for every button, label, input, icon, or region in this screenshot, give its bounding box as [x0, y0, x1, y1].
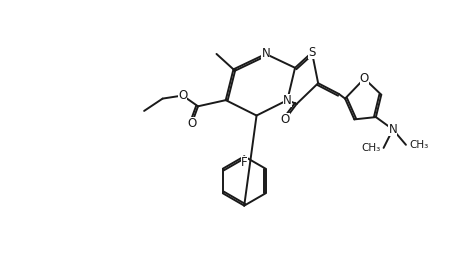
Text: F: F — [241, 156, 247, 169]
Text: O: O — [281, 113, 290, 126]
Text: CH₃: CH₃ — [409, 140, 428, 150]
Text: O: O — [178, 89, 187, 102]
Text: N: N — [283, 94, 292, 107]
Text: O: O — [187, 117, 197, 130]
Text: O: O — [360, 72, 369, 85]
Text: S: S — [308, 46, 316, 59]
Text: N: N — [262, 48, 270, 60]
Text: CH₃: CH₃ — [361, 143, 380, 153]
Text: N: N — [389, 123, 397, 136]
